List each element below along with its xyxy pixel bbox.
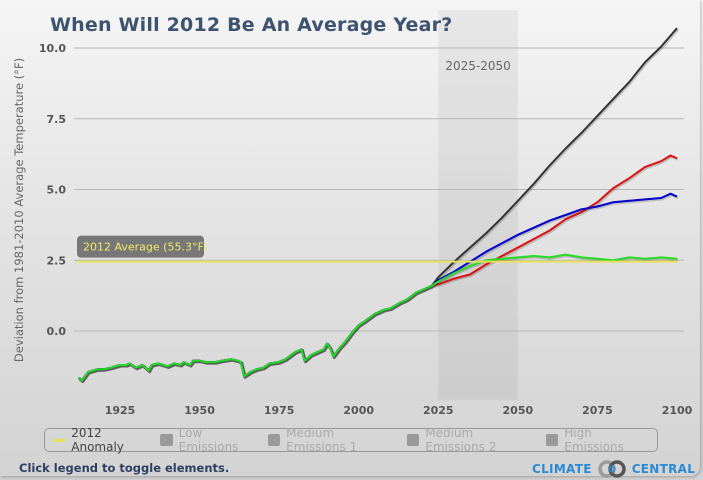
series-shadow [78, 155, 679, 383]
legend-line-icon [53, 438, 66, 442]
x-tick-label: 2100 [662, 404, 693, 417]
climate-central-logo[interactable]: CLIMATE CENTRAL [532, 460, 695, 478]
legend-item-high-emissions[interactable]: High Emissions [546, 426, 644, 454]
y-tick-label: 7.5 [47, 113, 67, 126]
y-tick-label: 0.0 [47, 325, 67, 338]
legend: 2012 Anomaly Low Emissions Medium Emission… [44, 426, 658, 454]
chart-title: When Will 2012 Be An Average Year? [50, 14, 453, 36]
series-line-medium-emissions-1 [77, 192, 678, 382]
legend-item-medium-emissions-1[interactable]: Medium Emissions 1 [267, 426, 394, 454]
series-line-low-emissions [77, 253, 678, 382]
climate-central-rings-icon [597, 460, 626, 478]
legend-swatch-icon [546, 434, 559, 446]
x-tick-label: 2050 [503, 404, 534, 417]
legend-item-2012-anomaly[interactable]: 2012 Anomaly [53, 426, 147, 454]
x-tick-label: 1950 [184, 404, 215, 417]
legend-swatch-icon [406, 434, 420, 446]
legend-item-low-emissions[interactable]: Low Emissions [160, 426, 254, 454]
series-line-high-emissions [77, 27, 678, 382]
x-tick-label: 2000 [343, 404, 374, 417]
y-tick-label: 10.0 [39, 42, 66, 55]
series-shadow [78, 254, 679, 383]
legend-swatch-icon [160, 434, 173, 446]
series-shadow [78, 193, 679, 383]
legend-label: Low Emissions [178, 426, 239, 454]
legend-item-medium-emissions-2[interactable]: Medium Emissions 2 [406, 426, 533, 454]
x-tick-label: 2075 [582, 404, 613, 417]
y-axis-label: Deviation from 1981-2010 Average Tempera… [12, 57, 26, 363]
band-label: 2025-2050 [445, 59, 510, 73]
y-tick-label: 2.5 [47, 254, 67, 267]
x-tick-label: 2025 [423, 404, 454, 417]
legend-label: Medium Emissions 2 [425, 426, 497, 454]
x-tick-label: 1975 [264, 404, 295, 417]
legend-label: High Emissions [564, 426, 624, 454]
reference-label-box [77, 235, 204, 258]
reference-label: 2012 Average (55.3°F) [83, 241, 208, 254]
legend-label: 2012 Anomaly [71, 426, 124, 454]
brand-right: CENTRAL [631, 462, 696, 476]
series-shadow [78, 28, 680, 383]
x-tick-label: 1925 [105, 404, 136, 417]
chart-svg: 2025-2050 2012 Average (55.3°F) 0.0 2.5 5.… [39, 10, 693, 417]
y-tick-label: 5.0 [47, 184, 67, 197]
projection-band [438, 10, 518, 400]
legend-swatch-icon [267, 434, 281, 446]
brand-left: CLIMATE [532, 462, 592, 476]
legend-label: Medium Emissions 1 [286, 426, 358, 454]
legend-hint: Click legend to toggle elements. [19, 461, 230, 475]
